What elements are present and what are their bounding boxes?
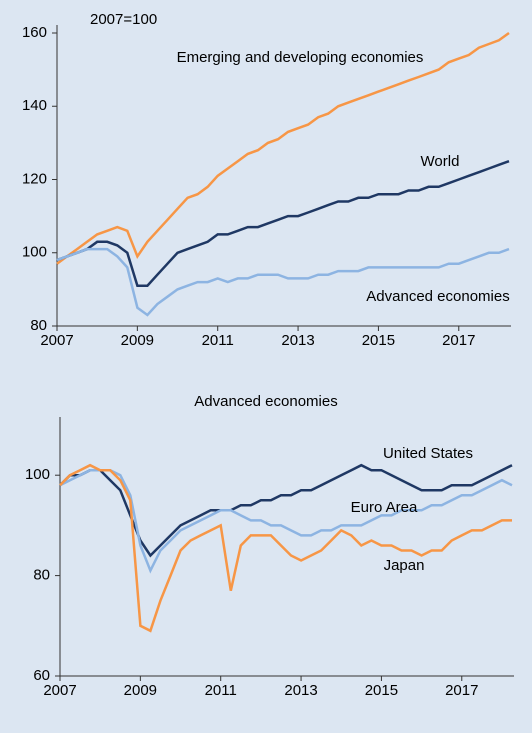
x-tick-label: 2015 — [362, 332, 395, 349]
y-tick-label: 120 — [22, 170, 47, 187]
series-label: World — [421, 153, 460, 170]
chart-title: Advanced economies — [194, 393, 337, 410]
y-tick-label: 100 — [25, 466, 50, 483]
y-tick-label: 100 — [22, 244, 47, 261]
series-label: Emerging and developing economies — [177, 49, 424, 66]
x-tick-label: 2011 — [205, 682, 237, 699]
x-tick-label: 2017 — [442, 332, 475, 349]
x-tick-label: 2007 — [43, 682, 76, 699]
x-tick-label: 2017 — [445, 682, 478, 699]
series-label: Japan — [384, 557, 425, 574]
y-tick-label: 140 — [22, 97, 47, 114]
series-label: Euro Area — [351, 499, 418, 516]
x-tick-label: 2011 — [202, 332, 234, 349]
x-tick-label: 2009 — [124, 682, 157, 699]
x-tick-label: 2009 — [121, 332, 154, 349]
series-line — [56, 31, 510, 265]
annotation: 2007=100 — [90, 11, 157, 28]
x-tick-label: 2015 — [365, 682, 398, 699]
y-tick-label: 60 — [33, 667, 50, 684]
series-line — [59, 463, 512, 633]
x-tick-label: 2013 — [284, 682, 317, 699]
series-line — [59, 468, 513, 574]
y-tick-label: 80 — [33, 567, 50, 584]
series-label: Advanced economies — [366, 288, 509, 305]
series-line — [56, 247, 510, 317]
series-label: United States — [383, 445, 473, 462]
x-tick-label: 2013 — [281, 332, 314, 349]
y-tick-label: 80 — [30, 317, 47, 334]
series-line — [56, 160, 510, 287]
y-tick-label: 160 — [22, 24, 47, 41]
series-line — [59, 463, 513, 558]
x-tick-label: 2007 — [40, 332, 73, 349]
